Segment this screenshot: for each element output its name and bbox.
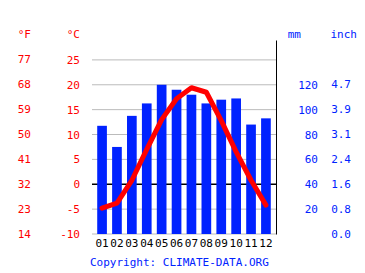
precipitation-bar [261,118,271,234]
fahrenheit-axis: 14 23 32 41 50 59 68 77 [18,53,32,240]
tick: 100 [276,104,318,117]
precipitation-bar [112,147,122,234]
tick-label: 03 [125,237,138,250]
tick: 0 [73,178,92,191]
tick-label: 80 [305,129,318,142]
precipitation-bar [231,98,241,234]
bars [97,85,271,234]
tick: 11 [244,234,257,250]
tick: 10 [230,234,243,250]
axis-title: °F [18,28,31,41]
grid-line [92,109,276,110]
grid [92,60,276,234]
tick-label: 23 [18,203,31,216]
precipitation-bar [172,90,182,234]
tick: 40 [276,178,318,191]
tick-label: 3.1 [331,128,351,141]
precipitation-bar [142,103,152,234]
tick: -10 [60,228,92,241]
tick: 20 [276,203,318,216]
tick-label: 09 [215,237,228,250]
tick-label: 120 [298,79,318,92]
tick-label: 25 [67,54,80,67]
tick-label: 07 [185,237,198,250]
precipitation-bar [97,126,107,234]
tick-label: 06 [170,237,183,250]
tick: 06 [170,234,183,250]
tick-label: 20 [67,79,80,92]
tick-label: 0.8 [331,203,351,216]
axis-title: inch [331,28,358,41]
inch-axis: 0.0 0.8 1.6 2.4 3.1 3.9 4.7 [331,78,351,240]
tick-label: 01 [95,237,108,250]
tick-label: 2.4 [331,153,351,166]
tick-label: 77 [18,53,31,66]
tick-label: 11 [244,237,257,250]
tick: 03 [125,234,138,250]
tick-label: 0 [73,178,80,191]
chart: -10-505101520252040608010012001020304050… [0,0,365,273]
tick-label: 02 [110,237,123,250]
tick-label: 10 [230,237,243,250]
tick: 25 [67,54,92,67]
tick-label: 08 [200,237,213,250]
tick: 60 [276,153,318,166]
tick: 01 [95,234,108,250]
tick-label: 20 [305,203,318,216]
tick-label: 50 [18,128,31,141]
tick-label: 1.6 [331,178,351,191]
temperature-line [102,88,266,208]
tick-label: 100 [298,104,318,117]
y2-axis-line [276,41,277,235]
tick: 12 [259,234,272,250]
copyright: Copyright: CLIMATE-DATA.ORG [90,256,269,269]
grid-line [92,59,276,60]
tick-label: -5 [67,203,80,216]
tick-label: 68 [18,78,31,91]
grid-line [92,84,276,85]
plot [97,85,271,234]
tick-label: 04 [140,237,154,250]
tick-label: 5 [73,153,80,166]
tick-label: 40 [305,178,318,191]
y2-axis: 20 40 60 80 100 120 [276,41,318,235]
tick: 20 [67,79,92,92]
precipitation-bar [187,95,197,234]
precipitation-bar [202,103,212,234]
axis-title: °C [67,28,80,41]
tick: 04 [140,234,154,250]
tick-label: 0.0 [331,228,351,241]
tick-label: 32 [18,178,31,191]
tick: 15 [67,104,92,117]
tick: 09 [215,234,228,250]
tick: 10 [67,129,92,142]
precipitation-bar [157,85,167,234]
tick-label: 14 [18,228,32,241]
tick-label: 10 [67,129,80,142]
y-axis: -10 -5 0 5 10 15 20 25 [60,41,92,242]
tick: 02 [110,234,123,250]
tick: 5 [73,153,92,166]
tick: 07 [185,234,198,250]
tick-label: 4.7 [331,78,351,91]
tick: 120 [276,79,318,92]
tick-label: 60 [305,153,318,166]
tick-label: 41 [18,153,31,166]
tick-label: 3.9 [331,103,351,116]
tick: -5 [67,203,92,216]
tick-label: 12 [259,237,272,250]
tick-label: -10 [60,228,80,241]
x-axis: 010203040506070809101112 [93,234,277,250]
tick-label: 05 [155,237,168,250]
tick-label: 59 [18,103,31,116]
y-axis-line [92,41,93,235]
tick: 80 [276,129,318,142]
tick-label: 15 [67,104,80,117]
axis-title: mm [288,28,302,41]
tick: 05 [155,234,168,250]
tick: 08 [200,234,213,250]
x-axis-line [93,234,277,235]
